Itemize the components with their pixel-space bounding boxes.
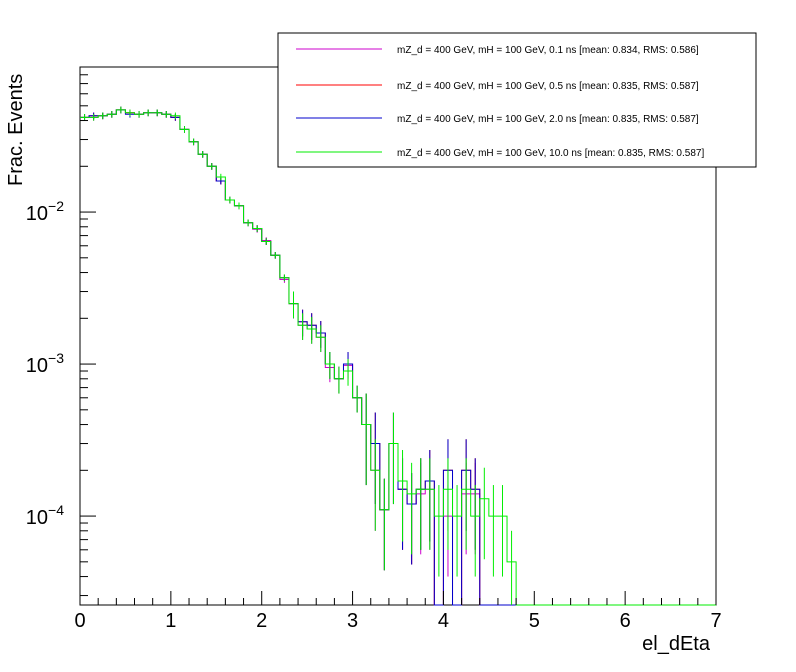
x-tick-label: 6: [620, 610, 631, 632]
legend-label-2: mZ_d = 400 GeV, mH = 100 GeV, 2.0 ns [me…: [397, 114, 699, 125]
y-tick-label: 10−4: [26, 502, 64, 529]
legend-label-0: mZ_d = 400 GeV, mH = 100 GeV, 0.1 ns [me…: [397, 45, 699, 56]
x-tick-label: 0: [74, 610, 85, 632]
series-layer: [80, 106, 716, 606]
x-tick-label: 3: [347, 610, 358, 632]
legend-label-3: mZ_d = 400 GeV, mH = 100 GeV, 10.0 ns [m…: [397, 148, 704, 159]
y-tick-label: 10−3: [26, 350, 64, 377]
x-tick-label: 2: [256, 610, 267, 632]
legend-label-1: mZ_d = 400 GeV, mH = 100 GeV, 0.5 ns [me…: [397, 81, 699, 92]
x-axis: 0 1 2 3 4 5 6 7: [74, 591, 722, 632]
legend: mZ_d = 400 GeV, mH = 100 GeV, 0.1 ns [me…: [277, 32, 757, 168]
x-tick-label: 5: [529, 610, 540, 632]
series-3-histogram: [80, 109, 716, 606]
y-tick-label: 10−2: [26, 198, 64, 225]
x-axis-label: el_dEta: [642, 633, 711, 655]
legend-box: [277, 32, 757, 168]
x-tick-label: 7: [710, 610, 721, 632]
x-tick-label: 1: [165, 610, 176, 632]
x-tick-label: 4: [438, 610, 449, 632]
y-axis-label: Frac. Events: [5, 74, 27, 186]
legend-entries: mZ_d = 400 GeV, mH = 100 GeV, 0.1 ns [me…: [296, 45, 704, 159]
y-axis: 10−4 10−3 10−2: [26, 66, 96, 597]
